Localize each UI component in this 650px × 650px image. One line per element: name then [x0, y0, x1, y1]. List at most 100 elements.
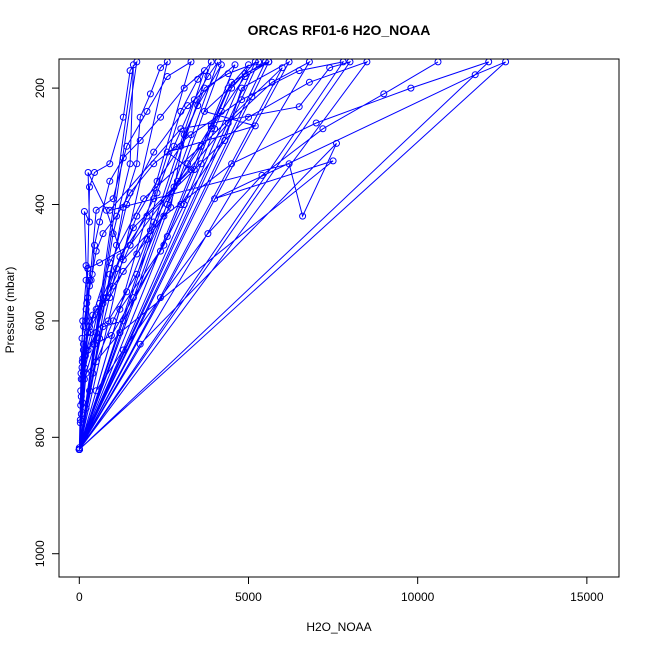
data-point	[217, 107, 225, 115]
data-point	[221, 137, 229, 144]
data-point	[82, 317, 90, 325]
data-point	[82, 305, 90, 313]
data-point	[258, 171, 266, 179]
data-point	[102, 206, 110, 214]
data-point	[96, 299, 104, 307]
data-point	[99, 323, 107, 331]
data-point	[136, 113, 144, 121]
data-point	[163, 201, 171, 208]
data-point	[91, 169, 98, 176]
data-point	[187, 166, 195, 174]
data-point	[119, 154, 127, 162]
data-point	[143, 107, 151, 115]
data-point	[136, 137, 144, 144]
data-point	[133, 160, 141, 168]
y-tick-label: 1000	[33, 540, 47, 567]
data-point	[92, 329, 100, 337]
chart-title: ORCAS RF01-6 H2O_NOAA	[248, 22, 431, 38]
data-point	[109, 282, 117, 290]
data-point	[214, 59, 222, 66]
data-point	[261, 59, 269, 66]
data-point	[333, 139, 340, 147]
data-point	[326, 64, 334, 72]
data-point	[163, 59, 171, 66]
data-point	[207, 59, 215, 66]
data-group	[75, 59, 510, 453]
data-point	[157, 247, 164, 255]
data-point	[146, 227, 154, 235]
data-point	[163, 233, 171, 240]
data-point	[113, 212, 120, 220]
data-point	[201, 84, 208, 92]
data-point	[211, 125, 219, 133]
data-point	[231, 61, 239, 69]
data-point	[106, 177, 114, 185]
data-point	[92, 247, 100, 255]
data-point	[434, 59, 442, 66]
data-point	[150, 218, 158, 226]
data-point	[207, 125, 215, 133]
data-point	[96, 334, 104, 342]
data-point	[153, 189, 161, 197]
data-point	[228, 160, 236, 168]
data-point	[502, 59, 510, 66]
data-point	[104, 317, 112, 325]
data-point	[224, 70, 232, 78]
data-point	[312, 119, 320, 127]
data-point	[305, 78, 313, 86]
data-point	[190, 96, 198, 104]
data-point	[116, 329, 124, 337]
data-point	[119, 113, 127, 121]
data-point	[119, 267, 127, 275]
data-point	[255, 59, 263, 66]
axes: 0 5000 10000 15000 200 400 600 800 1000	[33, 58, 620, 604]
data-point	[96, 218, 104, 226]
data-point	[160, 241, 168, 249]
data-point	[163, 148, 171, 156]
data-point	[170, 142, 178, 150]
data-point	[107, 332, 115, 339]
x-tick-label: 5000	[235, 590, 262, 604]
data-point	[129, 224, 137, 232]
data-point	[177, 142, 185, 150]
y-tick-label: 200	[33, 78, 47, 98]
data-point	[143, 235, 151, 243]
data-point	[126, 67, 134, 75]
data-point	[363, 59, 371, 66]
data-point	[116, 253, 124, 261]
data-point	[190, 166, 198, 174]
data-point	[194, 102, 202, 110]
series-line	[78, 60, 506, 452]
data-point	[113, 265, 120, 272]
data-point	[339, 59, 347, 66]
y-axis-label: Pressure (mbar)	[3, 267, 17, 354]
data-point	[96, 259, 104, 267]
data-point	[285, 59, 293, 66]
data-point	[106, 160, 114, 168]
data-point	[407, 84, 415, 92]
data-point	[184, 160, 192, 168]
data-point	[84, 346, 92, 354]
x-tick-label: 10000	[401, 590, 435, 604]
data-point	[299, 212, 307, 220]
y-tick-label: 800	[33, 427, 47, 447]
data-point	[204, 230, 212, 238]
data-point	[146, 90, 154, 98]
data-point	[119, 203, 127, 211]
data-point	[305, 59, 313, 66]
data-point	[153, 177, 161, 185]
data-point	[123, 142, 131, 150]
data-point	[295, 103, 303, 111]
data-point	[89, 369, 97, 377]
data-point	[241, 73, 249, 80]
data-point	[471, 71, 479, 79]
data-point	[133, 59, 141, 66]
data-point	[86, 282, 93, 290]
data-point	[150, 160, 158, 168]
data-point	[77, 410, 85, 418]
data-point	[241, 70, 249, 78]
data-point	[329, 157, 337, 165]
data-point	[265, 59, 273, 66]
data-point	[78, 398, 86, 406]
